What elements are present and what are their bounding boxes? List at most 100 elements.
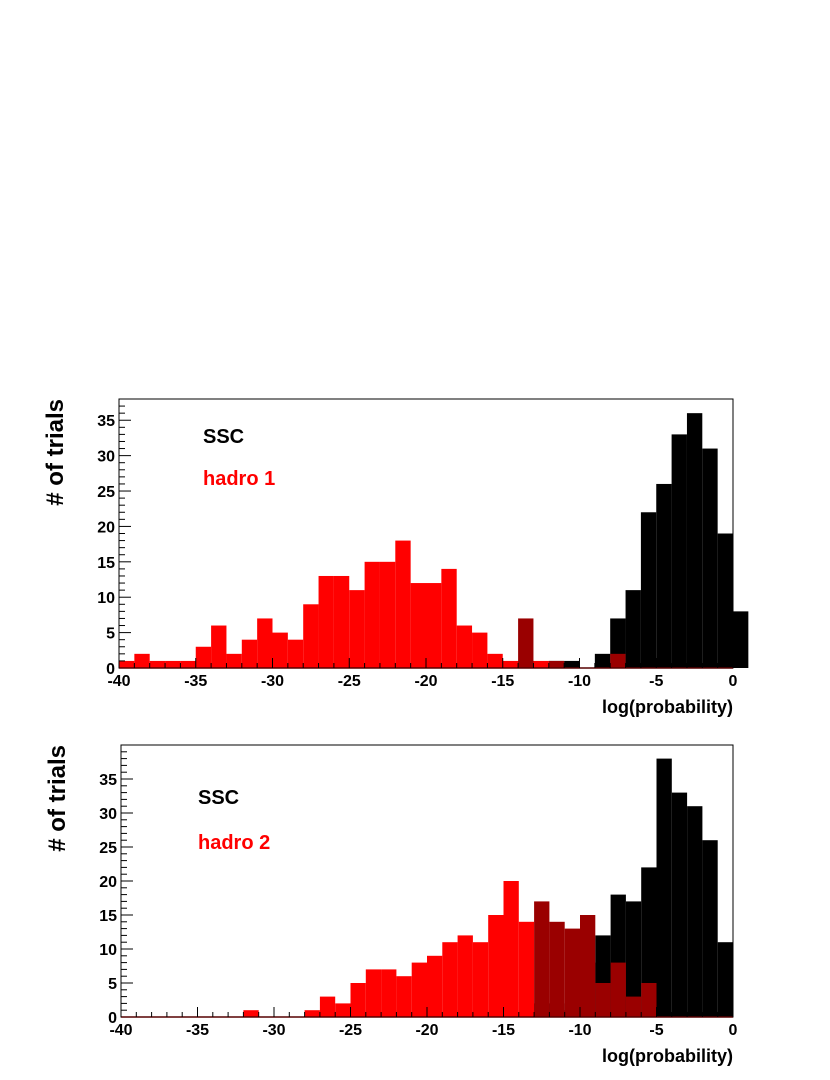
bars-group bbox=[121, 758, 733, 1018]
hadro-bar bbox=[257, 618, 273, 668]
hadro-bar bbox=[333, 575, 350, 668]
x-tick-label: -15 bbox=[491, 673, 514, 690]
x-tick-label: -35 bbox=[186, 1022, 209, 1039]
y-tick-label: 25 bbox=[97, 484, 115, 501]
hadro-bar bbox=[411, 962, 427, 1017]
hadro-bar bbox=[287, 639, 304, 668]
hadro-bar bbox=[441, 568, 457, 668]
y-tick-label: 30 bbox=[99, 806, 117, 823]
x-tick-label: -5 bbox=[649, 673, 663, 690]
y-tick-label: 20 bbox=[97, 519, 115, 536]
hadro-bar bbox=[349, 590, 365, 668]
ssc-bar bbox=[625, 590, 641, 668]
hadro-bar bbox=[472, 942, 489, 1017]
ssc-bar bbox=[656, 483, 672, 668]
y-tick-label: 5 bbox=[108, 976, 117, 993]
hadro-bar bbox=[564, 928, 580, 1017]
hadro-bar bbox=[641, 983, 657, 1017]
x-tick-label: -5 bbox=[649, 1022, 663, 1039]
y-tick-label: 20 bbox=[99, 874, 117, 891]
hadro-bar bbox=[149, 660, 166, 668]
y-axis-title: # of trials bbox=[44, 745, 71, 852]
hadro-bar bbox=[410, 583, 426, 668]
hadro-bar bbox=[365, 969, 382, 1017]
y-tick-label: 10 bbox=[99, 942, 117, 959]
ssc-bar bbox=[687, 806, 703, 1017]
hadro-bar bbox=[610, 653, 626, 668]
hadro-bar bbox=[243, 1010, 259, 1017]
x-tick-label: -20 bbox=[414, 673, 437, 690]
ssc-bar bbox=[702, 448, 718, 668]
hadro-bar bbox=[610, 962, 626, 1017]
hadro-bar bbox=[487, 653, 503, 668]
legend-ssc: SSC bbox=[198, 787, 239, 809]
hadro-bar bbox=[318, 575, 334, 668]
hadro-bar bbox=[211, 625, 227, 668]
hadro-bar bbox=[503, 881, 519, 1017]
legend-hadro: hadro 1 bbox=[203, 468, 275, 490]
hadro-bar bbox=[488, 915, 504, 1017]
hadro-bar bbox=[395, 540, 411, 668]
ssc-bar bbox=[671, 434, 687, 668]
x-axis-title: log(probability) bbox=[602, 697, 733, 717]
hadro-bar bbox=[364, 561, 380, 668]
hadro-bar bbox=[518, 618, 534, 668]
hadro-bar bbox=[304, 1010, 320, 1017]
ssc-bar bbox=[717, 942, 733, 1017]
x-tick-label: 0 bbox=[729, 1022, 738, 1039]
hadro-bar bbox=[241, 639, 258, 668]
x-tick-label: -25 bbox=[339, 1022, 362, 1039]
hadro-bar bbox=[456, 625, 473, 668]
hadro-bar bbox=[580, 915, 596, 1017]
hadro-bar bbox=[518, 921, 535, 1017]
x-tick-label: 0 bbox=[729, 673, 738, 690]
x-tick-label: -25 bbox=[338, 673, 361, 690]
hadro-bar bbox=[396, 976, 412, 1017]
hadro-bar bbox=[272, 632, 288, 668]
ssc-bar bbox=[641, 867, 657, 1017]
hadro-bar bbox=[534, 901, 550, 1017]
y-tick-label: 15 bbox=[99, 908, 117, 925]
hadro-bar bbox=[549, 921, 565, 1017]
y-tick-label: 0 bbox=[108, 1010, 117, 1027]
ssc-bar bbox=[717, 533, 733, 668]
y-tick-label: 25 bbox=[99, 840, 117, 857]
ssc-bar bbox=[733, 611, 749, 668]
ssc-bar bbox=[625, 901, 642, 1017]
y-tick-label: 30 bbox=[97, 449, 115, 466]
panel-hadro-2: -40 -35 -30 -25 -20 -15 -10 -5 0 0 5 10 15 20 25 30 35 l… bbox=[44, 744, 738, 1066]
hadro-bar bbox=[335, 1003, 351, 1017]
ssc-bar bbox=[594, 653, 611, 668]
panel-hadro-1: -40 -35 -30 -25 -20 -15 -10 -5 0 0 5 10 15 20 25 30 35 l… bbox=[42, 398, 749, 717]
x-tick-label: -10 bbox=[568, 673, 591, 690]
legend-ssc: SSC bbox=[203, 426, 244, 448]
y-tick-label: 15 bbox=[97, 555, 115, 572]
hadro-bar bbox=[119, 660, 135, 668]
hadro-bar bbox=[350, 983, 366, 1017]
y-tick-label: 5 bbox=[106, 626, 115, 643]
hadro-bar bbox=[381, 969, 397, 1017]
hadro-bar bbox=[595, 983, 611, 1017]
hadro-bar bbox=[472, 632, 488, 668]
x-tick-label: -10 bbox=[568, 1022, 591, 1039]
ssc-bar bbox=[656, 758, 672, 1017]
hadro-bar bbox=[226, 653, 242, 668]
x-tick-label: -40 bbox=[107, 673, 130, 690]
y-tick-label: 35 bbox=[99, 772, 117, 789]
hadro-bar bbox=[303, 604, 319, 668]
hadro-bar bbox=[379, 561, 396, 668]
legend-hadro: hadro 2 bbox=[198, 832, 270, 854]
ssc-bar bbox=[564, 660, 580, 668]
y-tick-label: 0 bbox=[106, 661, 115, 678]
hadro-bar bbox=[319, 996, 336, 1017]
y-tick-label: 35 bbox=[97, 413, 115, 430]
x-tick-label: -20 bbox=[415, 1022, 438, 1039]
hadro-bar bbox=[548, 660, 565, 668]
y-tick-label: 10 bbox=[97, 590, 115, 607]
axes-group: -40 -35 -30 -25 -20 -15 -10 -5 0 0 5 10 15 20 25 30 35 bbox=[99, 744, 738, 1039]
ssc-bar bbox=[671, 792, 688, 1017]
hadro-bar bbox=[442, 942, 458, 1017]
x-tick-label: -30 bbox=[261, 673, 284, 690]
hadro-bar bbox=[625, 996, 642, 1017]
